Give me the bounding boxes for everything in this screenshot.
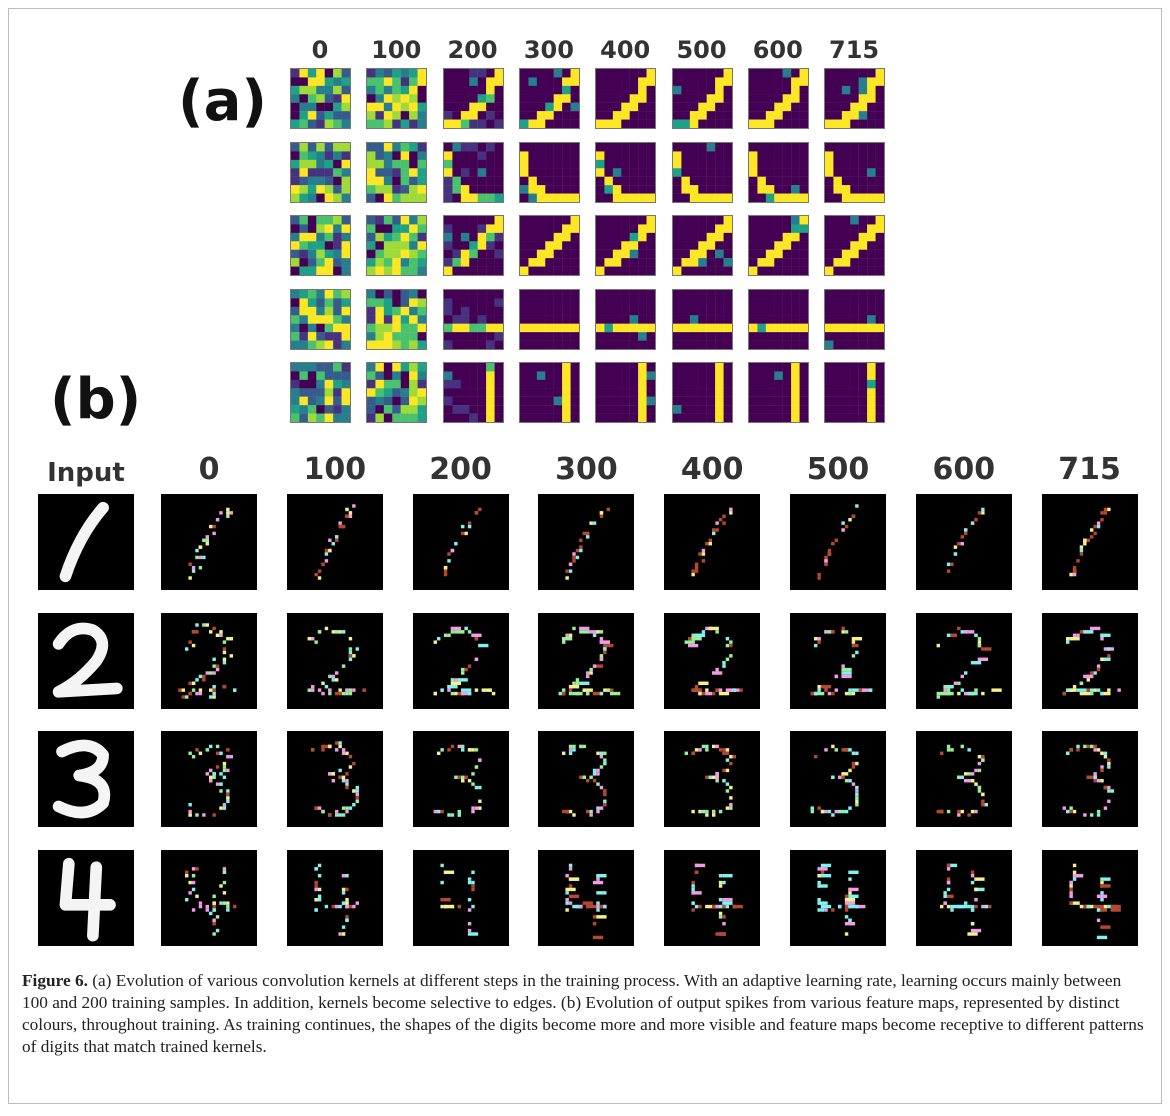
spike-map [664, 494, 761, 590]
spike-step-header: 500 [806, 452, 870, 487]
kernel-tile [442, 288, 504, 350]
kernel-tile [442, 362, 504, 423]
kernel-tile [518, 288, 580, 350]
kernel-tile [595, 141, 657, 203]
kernel-tile [824, 68, 886, 129]
spike-map [664, 731, 761, 827]
spike-step-header: 200 [429, 452, 492, 487]
spike-step-header: 715 [1058, 452, 1121, 487]
spike-step-header: 100 [303, 452, 367, 487]
spike-map [538, 731, 635, 827]
kernel-step-header: 200 [447, 36, 498, 64]
spike-map [790, 612, 886, 709]
kernel-tile [824, 288, 886, 350]
spike-map [412, 612, 509, 709]
kernel-tile [595, 68, 657, 129]
kernel-tile [824, 215, 886, 276]
kernel-tile [671, 68, 733, 129]
kernel-tile [518, 68, 580, 129]
input-digit-image [38, 731, 134, 827]
spike-map [286, 849, 383, 946]
kernel-tile [366, 141, 428, 203]
kernel-tile [747, 141, 809, 203]
kernel-tile [366, 288, 428, 350]
kernel-tile [290, 362, 351, 423]
spike-map [664, 612, 761, 709]
spike-map [915, 849, 1012, 946]
kernel-tile [518, 362, 580, 423]
spike-map [161, 494, 257, 590]
spike-step-header: 600 [932, 452, 996, 487]
kernel-tile [366, 215, 428, 276]
kernel-tile [747, 215, 809, 276]
kernel-tile [518, 141, 580, 203]
kernel-tile [595, 288, 657, 350]
kernel-tile [595, 215, 657, 276]
spike-map [915, 612, 1012, 709]
spike-step-header: 400 [680, 452, 744, 487]
spike-map [1041, 731, 1138, 827]
spike-map [286, 612, 383, 709]
spike-map [538, 612, 635, 709]
kernel-step-header: 715 [829, 36, 880, 64]
spike-map [1041, 849, 1138, 946]
kernel-tile [518, 215, 580, 276]
kernel-tile [290, 215, 351, 276]
spike-map [790, 849, 886, 946]
spike-map [161, 612, 257, 709]
spike-map [1041, 494, 1138, 590]
kernel-tile [442, 141, 504, 203]
kernel-tile [366, 68, 428, 129]
kernel-step-header: 400 [600, 36, 651, 64]
kernel-tile [290, 68, 351, 129]
spike-map [286, 731, 383, 827]
kernel-step-header: 100 [371, 36, 422, 64]
kernel-tile [747, 362, 809, 423]
caption-text: (a) Evolution of various convolution ker… [22, 971, 1144, 1056]
spike-map [161, 849, 257, 946]
spike-map [161, 731, 257, 827]
panel-a-label: (a) [178, 69, 267, 134]
kernel-tile [824, 362, 886, 423]
kernel-tile [671, 215, 733, 276]
spike-map [538, 849, 635, 946]
input-column-header: Input [47, 458, 125, 488]
input-digit-image [38, 849, 134, 946]
caption-label: Figure 6. [22, 971, 88, 990]
spike-map [790, 731, 886, 827]
spike-step-header: 300 [555, 452, 618, 487]
spike-map [790, 494, 886, 590]
kernel-tile [824, 141, 886, 203]
input-digit-image [38, 494, 134, 590]
kernel-tile [290, 141, 351, 203]
spike-map [915, 731, 1012, 827]
spike-map [664, 849, 761, 946]
input-digit-image [38, 612, 134, 709]
kernel-tile [595, 362, 657, 423]
spike-map [412, 494, 509, 590]
panel-b-label: (b) [50, 367, 142, 432]
spike-map [1041, 612, 1138, 709]
spike-map [915, 494, 1012, 590]
spike-step-header: 0 [198, 452, 220, 487]
kernel-tile [290, 288, 351, 350]
kernel-step-header: 0 [311, 36, 329, 64]
kernel-step-header: 500 [676, 36, 727, 64]
figure-caption: Figure 6. (a) Evolution of various convo… [22, 970, 1147, 1058]
kernel-tile [366, 362, 428, 423]
spike-map [412, 849, 509, 946]
spike-map [538, 494, 635, 590]
spike-map [286, 494, 383, 590]
kernel-tile [442, 215, 504, 276]
kernel-tile [671, 362, 733, 423]
kernel-tile [442, 68, 504, 129]
kernel-tile [671, 288, 733, 350]
kernel-tile [747, 68, 809, 129]
kernel-step-header: 600 [752, 36, 803, 64]
spike-map [412, 731, 509, 827]
kernel-step-header: 300 [523, 36, 574, 64]
kernel-tile [671, 141, 733, 203]
kernel-tile [747, 288, 809, 350]
